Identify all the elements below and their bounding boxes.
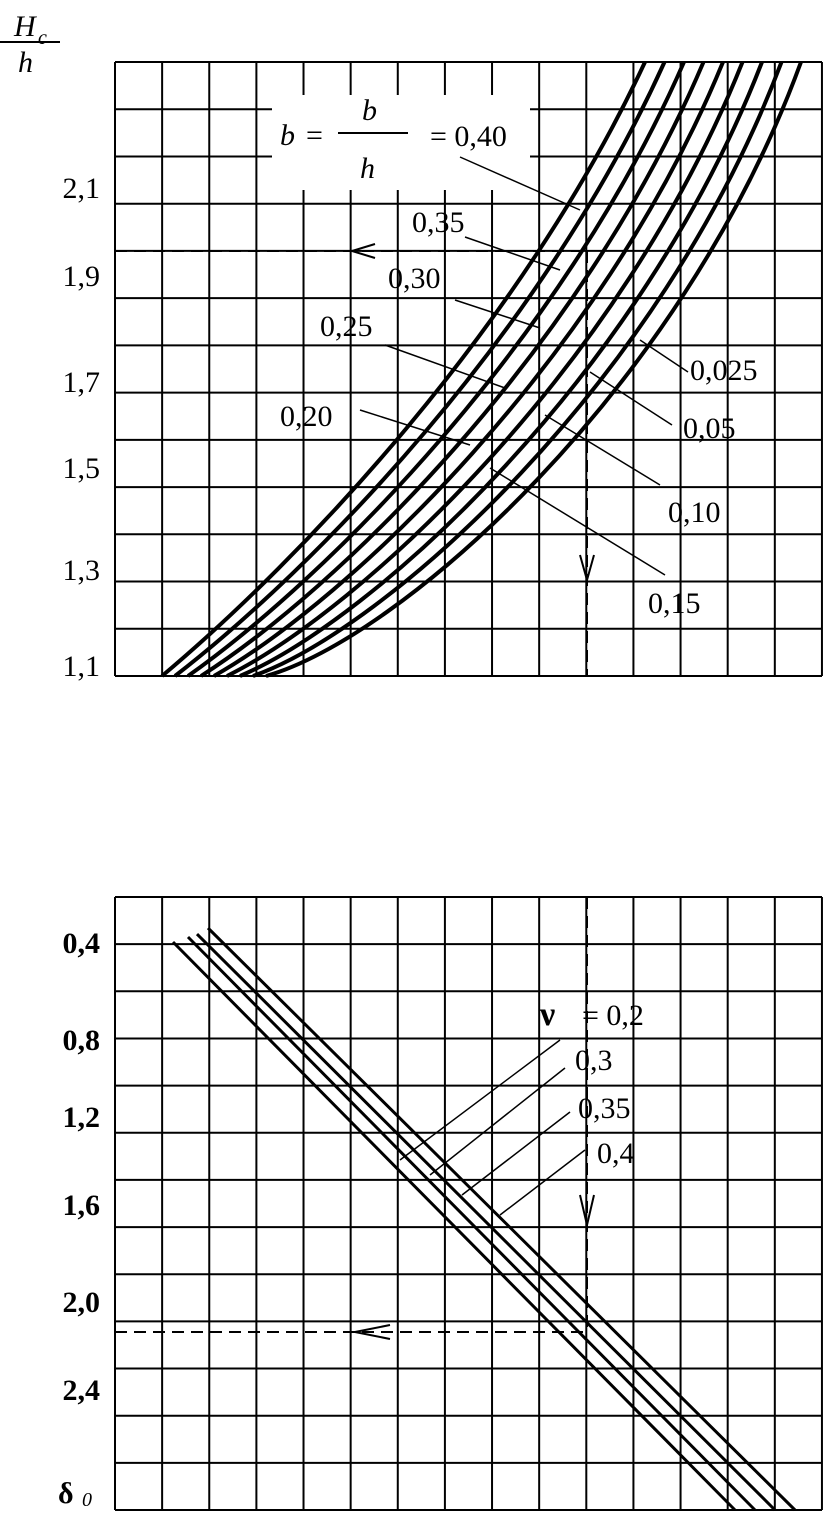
curve-label: 0,025 — [690, 354, 758, 387]
arrow — [348, 243, 376, 259]
curve — [265, 61, 803, 678]
curve — [186, 61, 686, 678]
y-tick-label: 0,4 — [63, 927, 101, 960]
param-den: h — [360, 152, 375, 185]
y-axis-label-den: h — [18, 46, 33, 79]
curve-label: = 0,2 — [582, 999, 644, 1032]
leader-line — [639, 339, 689, 373]
param-symbol: ν — [539, 996, 555, 1033]
leader-line — [589, 371, 673, 426]
leader-line — [384, 344, 506, 389]
curve-label: 0,05 — [683, 412, 736, 445]
leader-line — [454, 299, 541, 329]
leader-line — [359, 409, 471, 446]
curve — [195, 932, 777, 1512]
y-tick-label: 1,7 — [63, 366, 101, 399]
arrow — [354, 1324, 391, 1340]
curve-label: 0,20 — [280, 400, 333, 433]
leader-line — [489, 467, 666, 576]
y-axis-label: H — [13, 10, 38, 43]
leader-line — [544, 414, 661, 486]
leader-line — [464, 236, 561, 271]
param-equals: = — [306, 119, 323, 152]
curve — [226, 61, 745, 678]
curve — [252, 61, 784, 678]
curve-label: 0,4 — [597, 1137, 635, 1170]
curve-label: 0,35 — [412, 206, 465, 239]
grids — [114, 61, 823, 1511]
curve-label: 0,3 — [575, 1044, 613, 1077]
curve-label: 0,35 — [578, 1092, 631, 1125]
curve — [239, 61, 764, 678]
curve — [199, 61, 706, 678]
leader-line — [459, 156, 581, 211]
curve-label: 0,10 — [668, 496, 721, 529]
curve — [186, 935, 757, 1512]
arrow — [579, 554, 595, 584]
curve — [173, 61, 667, 678]
curve-label: 0,25 — [320, 310, 373, 343]
leader-line — [399, 1039, 561, 1161]
y-tick-label: 2,1 — [63, 172, 101, 205]
param-num: b — [362, 94, 377, 127]
y-tick-label: 1,1 — [63, 650, 101, 683]
leader-line — [429, 1067, 566, 1176]
curve — [213, 61, 725, 678]
curve — [171, 940, 737, 1512]
leader-line — [461, 1111, 571, 1196]
leader-line — [499, 1149, 586, 1216]
curve-label: 0,15 — [648, 587, 701, 620]
curve-label: = 0,40 — [430, 120, 507, 153]
curve-label: 0,30 — [388, 262, 441, 295]
y-tick-label: 1,3 — [63, 554, 101, 587]
y-tick-label: 2,4 — [63, 1374, 101, 1407]
y-tick-label: 1,9 — [63, 260, 101, 293]
y-axis-label: δ — [58, 1477, 74, 1510]
y-axis-label-sub: 0 — [82, 1489, 92, 1511]
y-tick-label: 1,2 — [63, 1101, 101, 1134]
param-symbol: b — [280, 119, 295, 152]
y-tick-label: 1,5 — [63, 452, 101, 485]
label-bg — [272, 95, 530, 190]
y-axis-label-sub: c — [38, 27, 47, 49]
y-tick-label: 1,6 — [63, 1189, 101, 1222]
curve — [206, 926, 797, 1512]
arrow — [579, 1194, 595, 1226]
y-tick-label: 2,0 — [63, 1286, 101, 1319]
y-tick-label: 0,8 — [63, 1024, 101, 1057]
